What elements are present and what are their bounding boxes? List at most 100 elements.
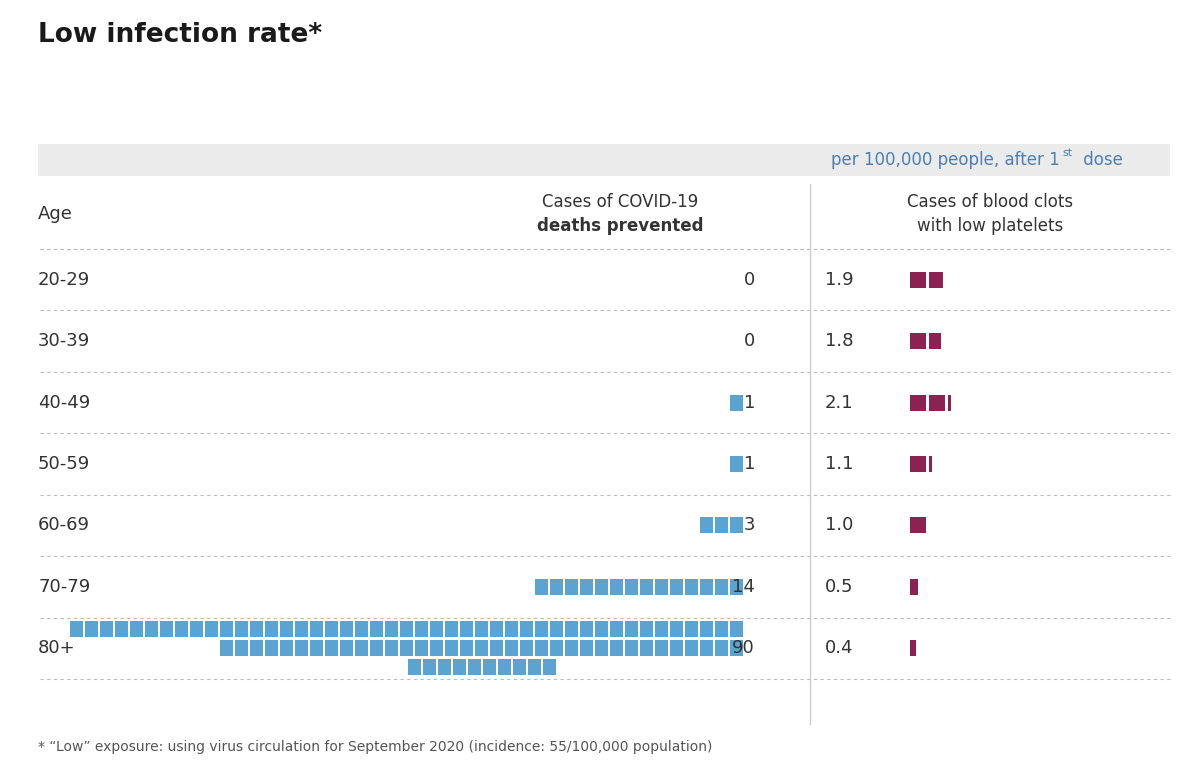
FancyBboxPatch shape: [325, 621, 338, 637]
FancyBboxPatch shape: [38, 144, 1170, 176]
FancyBboxPatch shape: [220, 621, 233, 637]
FancyBboxPatch shape: [482, 659, 496, 675]
FancyBboxPatch shape: [625, 579, 638, 595]
Text: deaths prevented: deaths prevented: [536, 217, 703, 235]
FancyBboxPatch shape: [595, 641, 608, 656]
FancyBboxPatch shape: [490, 621, 503, 637]
Text: 2.1: 2.1: [826, 394, 853, 412]
FancyBboxPatch shape: [295, 641, 308, 656]
FancyBboxPatch shape: [310, 621, 323, 637]
Text: st: st: [1062, 148, 1072, 158]
FancyBboxPatch shape: [550, 641, 563, 656]
FancyBboxPatch shape: [535, 579, 548, 595]
FancyBboxPatch shape: [340, 621, 353, 637]
FancyBboxPatch shape: [385, 641, 398, 656]
Text: 1.0: 1.0: [826, 517, 853, 535]
FancyBboxPatch shape: [265, 621, 278, 637]
Text: 1.9: 1.9: [826, 270, 853, 289]
FancyBboxPatch shape: [948, 394, 952, 411]
FancyBboxPatch shape: [70, 621, 83, 637]
FancyBboxPatch shape: [280, 621, 293, 637]
FancyBboxPatch shape: [422, 659, 436, 675]
FancyBboxPatch shape: [640, 621, 653, 637]
FancyBboxPatch shape: [595, 579, 608, 595]
FancyBboxPatch shape: [370, 621, 383, 637]
FancyBboxPatch shape: [640, 579, 653, 595]
Text: * “Low” exposure: using virus circulation for September 2020 (incidence: 55/100,: * “Low” exposure: using virus circulatio…: [38, 740, 713, 754]
FancyBboxPatch shape: [512, 659, 526, 675]
FancyBboxPatch shape: [910, 641, 916, 656]
Text: 40-49: 40-49: [38, 394, 90, 412]
FancyBboxPatch shape: [910, 394, 926, 411]
FancyBboxPatch shape: [520, 621, 533, 637]
FancyBboxPatch shape: [565, 579, 578, 595]
FancyBboxPatch shape: [115, 621, 128, 637]
FancyBboxPatch shape: [460, 621, 473, 637]
FancyBboxPatch shape: [190, 621, 203, 637]
Text: with low platelets: with low platelets: [917, 217, 1063, 235]
FancyBboxPatch shape: [700, 517, 713, 533]
FancyBboxPatch shape: [700, 621, 713, 637]
FancyBboxPatch shape: [280, 641, 293, 656]
FancyBboxPatch shape: [415, 621, 428, 637]
FancyBboxPatch shape: [400, 641, 413, 656]
FancyBboxPatch shape: [670, 641, 683, 656]
FancyBboxPatch shape: [85, 621, 98, 637]
FancyBboxPatch shape: [490, 641, 503, 656]
Text: 60-69: 60-69: [38, 517, 90, 535]
FancyBboxPatch shape: [445, 641, 458, 656]
FancyBboxPatch shape: [528, 659, 540, 675]
FancyBboxPatch shape: [438, 659, 450, 675]
FancyBboxPatch shape: [475, 641, 488, 656]
FancyBboxPatch shape: [355, 641, 368, 656]
FancyBboxPatch shape: [430, 621, 443, 637]
Text: Cases of COVID-19: Cases of COVID-19: [542, 193, 698, 211]
FancyBboxPatch shape: [685, 641, 698, 656]
Text: 1.8: 1.8: [826, 332, 853, 350]
FancyBboxPatch shape: [910, 272, 926, 288]
FancyBboxPatch shape: [550, 621, 563, 637]
FancyBboxPatch shape: [220, 641, 233, 656]
FancyBboxPatch shape: [250, 621, 263, 637]
Text: Cases of blood clots: Cases of blood clots: [907, 193, 1073, 211]
FancyBboxPatch shape: [625, 641, 638, 656]
FancyBboxPatch shape: [385, 621, 398, 637]
FancyBboxPatch shape: [370, 641, 383, 656]
FancyBboxPatch shape: [610, 579, 623, 595]
FancyBboxPatch shape: [625, 621, 638, 637]
FancyBboxPatch shape: [700, 641, 713, 656]
FancyBboxPatch shape: [498, 659, 510, 675]
FancyBboxPatch shape: [205, 621, 218, 637]
FancyBboxPatch shape: [715, 517, 728, 533]
FancyBboxPatch shape: [910, 333, 926, 349]
Text: 90: 90: [732, 639, 755, 657]
FancyBboxPatch shape: [730, 394, 743, 411]
FancyBboxPatch shape: [610, 641, 623, 656]
Text: dose: dose: [1078, 151, 1123, 169]
FancyBboxPatch shape: [475, 621, 488, 637]
FancyBboxPatch shape: [550, 579, 563, 595]
Text: 70-79: 70-79: [38, 578, 90, 596]
FancyBboxPatch shape: [175, 621, 188, 637]
FancyBboxPatch shape: [929, 394, 946, 411]
Text: 0: 0: [744, 332, 755, 350]
Text: 20-29: 20-29: [38, 270, 90, 289]
FancyBboxPatch shape: [340, 641, 353, 656]
FancyBboxPatch shape: [580, 641, 593, 656]
FancyBboxPatch shape: [565, 621, 578, 637]
FancyBboxPatch shape: [415, 641, 428, 656]
FancyBboxPatch shape: [520, 641, 533, 656]
FancyBboxPatch shape: [715, 621, 728, 637]
FancyBboxPatch shape: [655, 579, 668, 595]
FancyBboxPatch shape: [235, 641, 248, 656]
FancyBboxPatch shape: [685, 579, 698, 595]
Text: 0.5: 0.5: [826, 578, 853, 596]
FancyBboxPatch shape: [715, 579, 728, 595]
FancyBboxPatch shape: [565, 641, 578, 656]
FancyBboxPatch shape: [235, 621, 248, 637]
FancyBboxPatch shape: [929, 456, 932, 472]
Text: 14: 14: [732, 578, 755, 596]
Text: 0.4: 0.4: [826, 639, 853, 657]
FancyBboxPatch shape: [685, 621, 698, 637]
FancyBboxPatch shape: [408, 659, 420, 675]
